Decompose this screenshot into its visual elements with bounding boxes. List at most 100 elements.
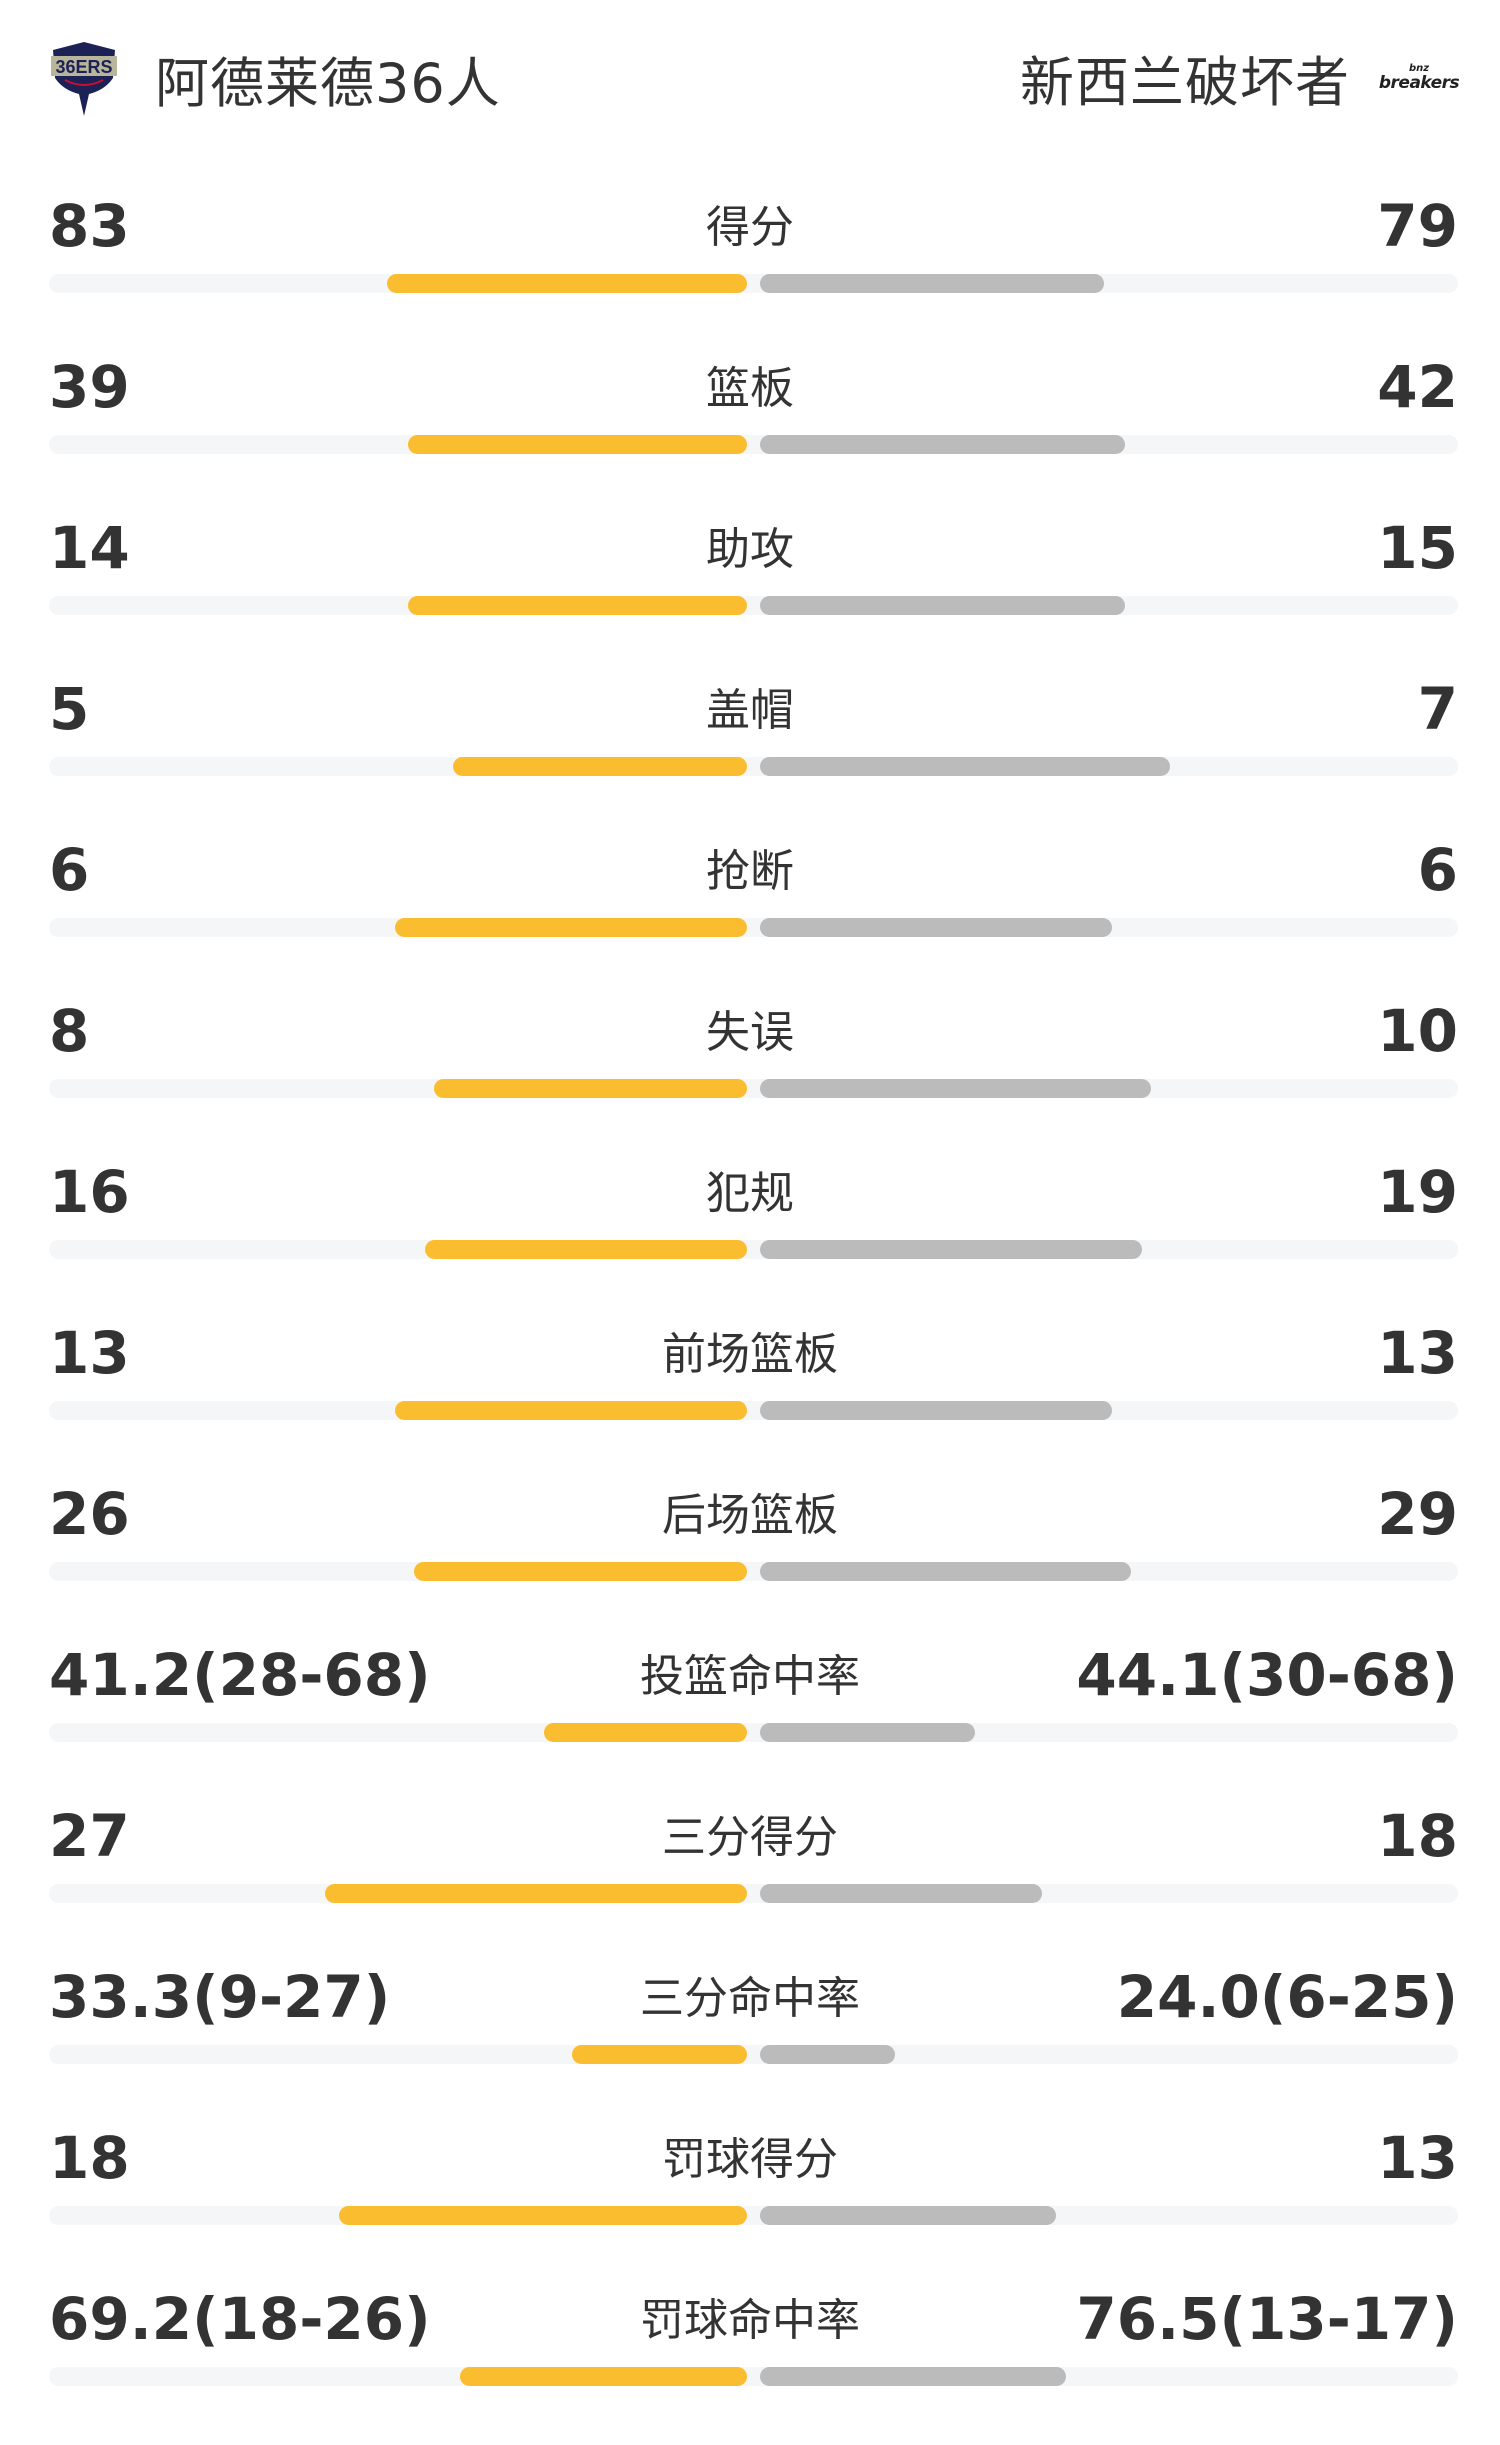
away-stat-bar <box>760 1723 975 1742</box>
home-stat-value: 8 <box>49 997 90 1065</box>
stat-bar-track <box>49 1240 1458 1259</box>
home-stat-value: 26 <box>49 1480 130 1548</box>
stat-row: 8 失误 10 <box>0 996 1500 1157</box>
stat-label: 盖帽 <box>706 685 794 736</box>
stat-row: 13 前场篮板 13 <box>0 1318 1500 1479</box>
adelaide-36ers-logo-icon: 36ERS <box>51 42 117 116</box>
stat-row: 6 抢断 6 <box>0 835 1500 996</box>
stat-row: 41.2(28-68) 投篮命中率 44.1(30-68) <box>0 1640 1500 1801</box>
away-stat-value: 18 <box>1377 1802 1458 1870</box>
stat-bar-track <box>49 1079 1458 1098</box>
home-stat-value: 27 <box>49 1802 130 1870</box>
away-stat-value: 13 <box>1377 1319 1458 1387</box>
stat-label: 三分命中率 <box>640 1973 860 2024</box>
home-stat-bar <box>408 596 747 615</box>
stat-label: 后场篮板 <box>662 1490 838 1541</box>
stat-row: 26 后场篮板 29 <box>0 1479 1500 1640</box>
stat-bar-track <box>49 1562 1458 1581</box>
stat-row: 18 罚球得分 13 <box>0 2123 1500 2284</box>
stat-label: 篮板 <box>706 363 794 414</box>
match-header: 36ERS 阿德莱德36人 新西兰破坏者 bnz breakers <box>0 0 1500 160</box>
home-stat-value: 6 <box>49 836 90 904</box>
stat-bar-track <box>49 2045 1458 2064</box>
stat-bar-track <box>49 1723 1458 1742</box>
stat-bar-track <box>49 2206 1458 2225</box>
away-stat-value: 79 <box>1377 192 1458 260</box>
stats-list: 83 得分 79 39 篮板 42 14 助攻 15 5 盖帽 7 6 抢断 6 8 失误 10 16 犯规 19 13 前… <box>0 191 1500 2445</box>
stat-label: 抢断 <box>706 846 794 897</box>
home-stat-value: 33.3(9-27) <box>49 1963 391 2031</box>
home-stat-value: 41.2(28-68) <box>49 1641 431 1709</box>
home-stat-bar <box>325 1884 747 1903</box>
home-team-name: 阿德莱德36人 <box>155 51 501 115</box>
home-stat-value: 13 <box>49 1319 130 1387</box>
stat-label: 犯规 <box>706 1168 794 1219</box>
stat-row: 39 篮板 42 <box>0 352 1500 513</box>
stat-row: 16 犯规 19 <box>0 1157 1500 1318</box>
stat-label: 前场篮板 <box>662 1329 838 1380</box>
home-stat-bar <box>434 1079 747 1098</box>
away-stat-value: 15 <box>1377 514 1458 582</box>
away-stat-bar <box>760 2045 895 2064</box>
home-stat-value: 83 <box>49 192 130 260</box>
home-stat-value: 14 <box>49 514 130 582</box>
away-stat-value: 19 <box>1377 1158 1458 1226</box>
home-stat-bar <box>544 1723 747 1742</box>
away-stat-bar <box>760 918 1112 937</box>
stat-label: 得分 <box>706 202 794 253</box>
home-stat-bar <box>414 1562 747 1581</box>
stat-row: 27 三分得分 18 <box>0 1801 1500 1962</box>
away-stat-value: 13 <box>1377 2124 1458 2192</box>
away-stat-bar <box>760 596 1125 615</box>
home-stat-bar <box>339 2206 747 2225</box>
stat-bar-track <box>49 435 1458 454</box>
stat-label: 三分得分 <box>662 1812 838 1863</box>
stat-bar-track <box>49 918 1458 937</box>
away-stat-value: 6 <box>1417 836 1458 904</box>
away-stat-bar <box>760 1401 1112 1420</box>
away-stat-value: 44.1(30-68) <box>1076 1641 1458 1709</box>
stat-label: 投篮命中率 <box>640 1651 860 1702</box>
home-stat-bar <box>460 2367 747 2386</box>
away-stat-value: 7 <box>1417 675 1458 743</box>
stat-label: 助攻 <box>706 524 794 575</box>
home-stat-bar <box>387 274 747 293</box>
away-stat-bar <box>760 2367 1066 2386</box>
away-stat-bar <box>760 274 1104 293</box>
away-stat-bar <box>760 1079 1151 1098</box>
stat-label: 罚球得分 <box>662 2134 838 2185</box>
home-stat-value: 5 <box>49 675 90 743</box>
home-stat-bar <box>453 757 747 776</box>
stat-row: 5 盖帽 7 <box>0 674 1500 835</box>
home-stat-bar <box>395 1401 747 1420</box>
home-team[interactable]: 36ERS 阿德莱德36人 <box>45 38 501 118</box>
away-team[interactable]: 新西兰破坏者 bnz breakers <box>1020 38 1460 117</box>
home-stat-bar <box>395 918 747 937</box>
home-stat-value: 18 <box>49 2124 130 2192</box>
stat-bar-track <box>49 1884 1458 1903</box>
home-stat-bar <box>408 435 747 454</box>
away-stat-value: 10 <box>1377 997 1458 1065</box>
stat-bar-track <box>49 596 1458 615</box>
stat-bar-track <box>49 2367 1458 2386</box>
stat-row: 69.2(18-26) 罚球命中率 76.5(13-17) <box>0 2284 1500 2445</box>
stat-label: 失误 <box>706 1007 794 1058</box>
stat-label: 罚球命中率 <box>640 2295 860 2346</box>
away-stat-value: 29 <box>1377 1480 1458 1548</box>
away-stat-bar <box>760 2206 1056 2225</box>
home-stat-value: 69.2(18-26) <box>49 2285 431 2353</box>
home-stat-value: 16 <box>49 1158 130 1226</box>
svg-text:36ERS: 36ERS <box>55 57 112 77</box>
away-stat-value: 24.0(6-25) <box>1116 1963 1458 2031</box>
home-stat-value: 39 <box>49 353 130 421</box>
away-stat-value: 76.5(13-17) <box>1076 2285 1458 2353</box>
away-stat-bar <box>760 757 1170 776</box>
stat-row: 14 助攻 15 <box>0 513 1500 674</box>
home-stat-bar <box>425 1240 747 1259</box>
stat-row: 33.3(9-27) 三分命中率 24.0(6-25) <box>0 1962 1500 2123</box>
away-stat-bar <box>760 435 1125 454</box>
stat-bar-track <box>49 1401 1458 1420</box>
nz-breakers-logo-icon: bnz breakers <box>1378 62 1460 93</box>
stat-row: 83 得分 79 <box>0 191 1500 352</box>
away-stat-value: 42 <box>1377 353 1458 421</box>
